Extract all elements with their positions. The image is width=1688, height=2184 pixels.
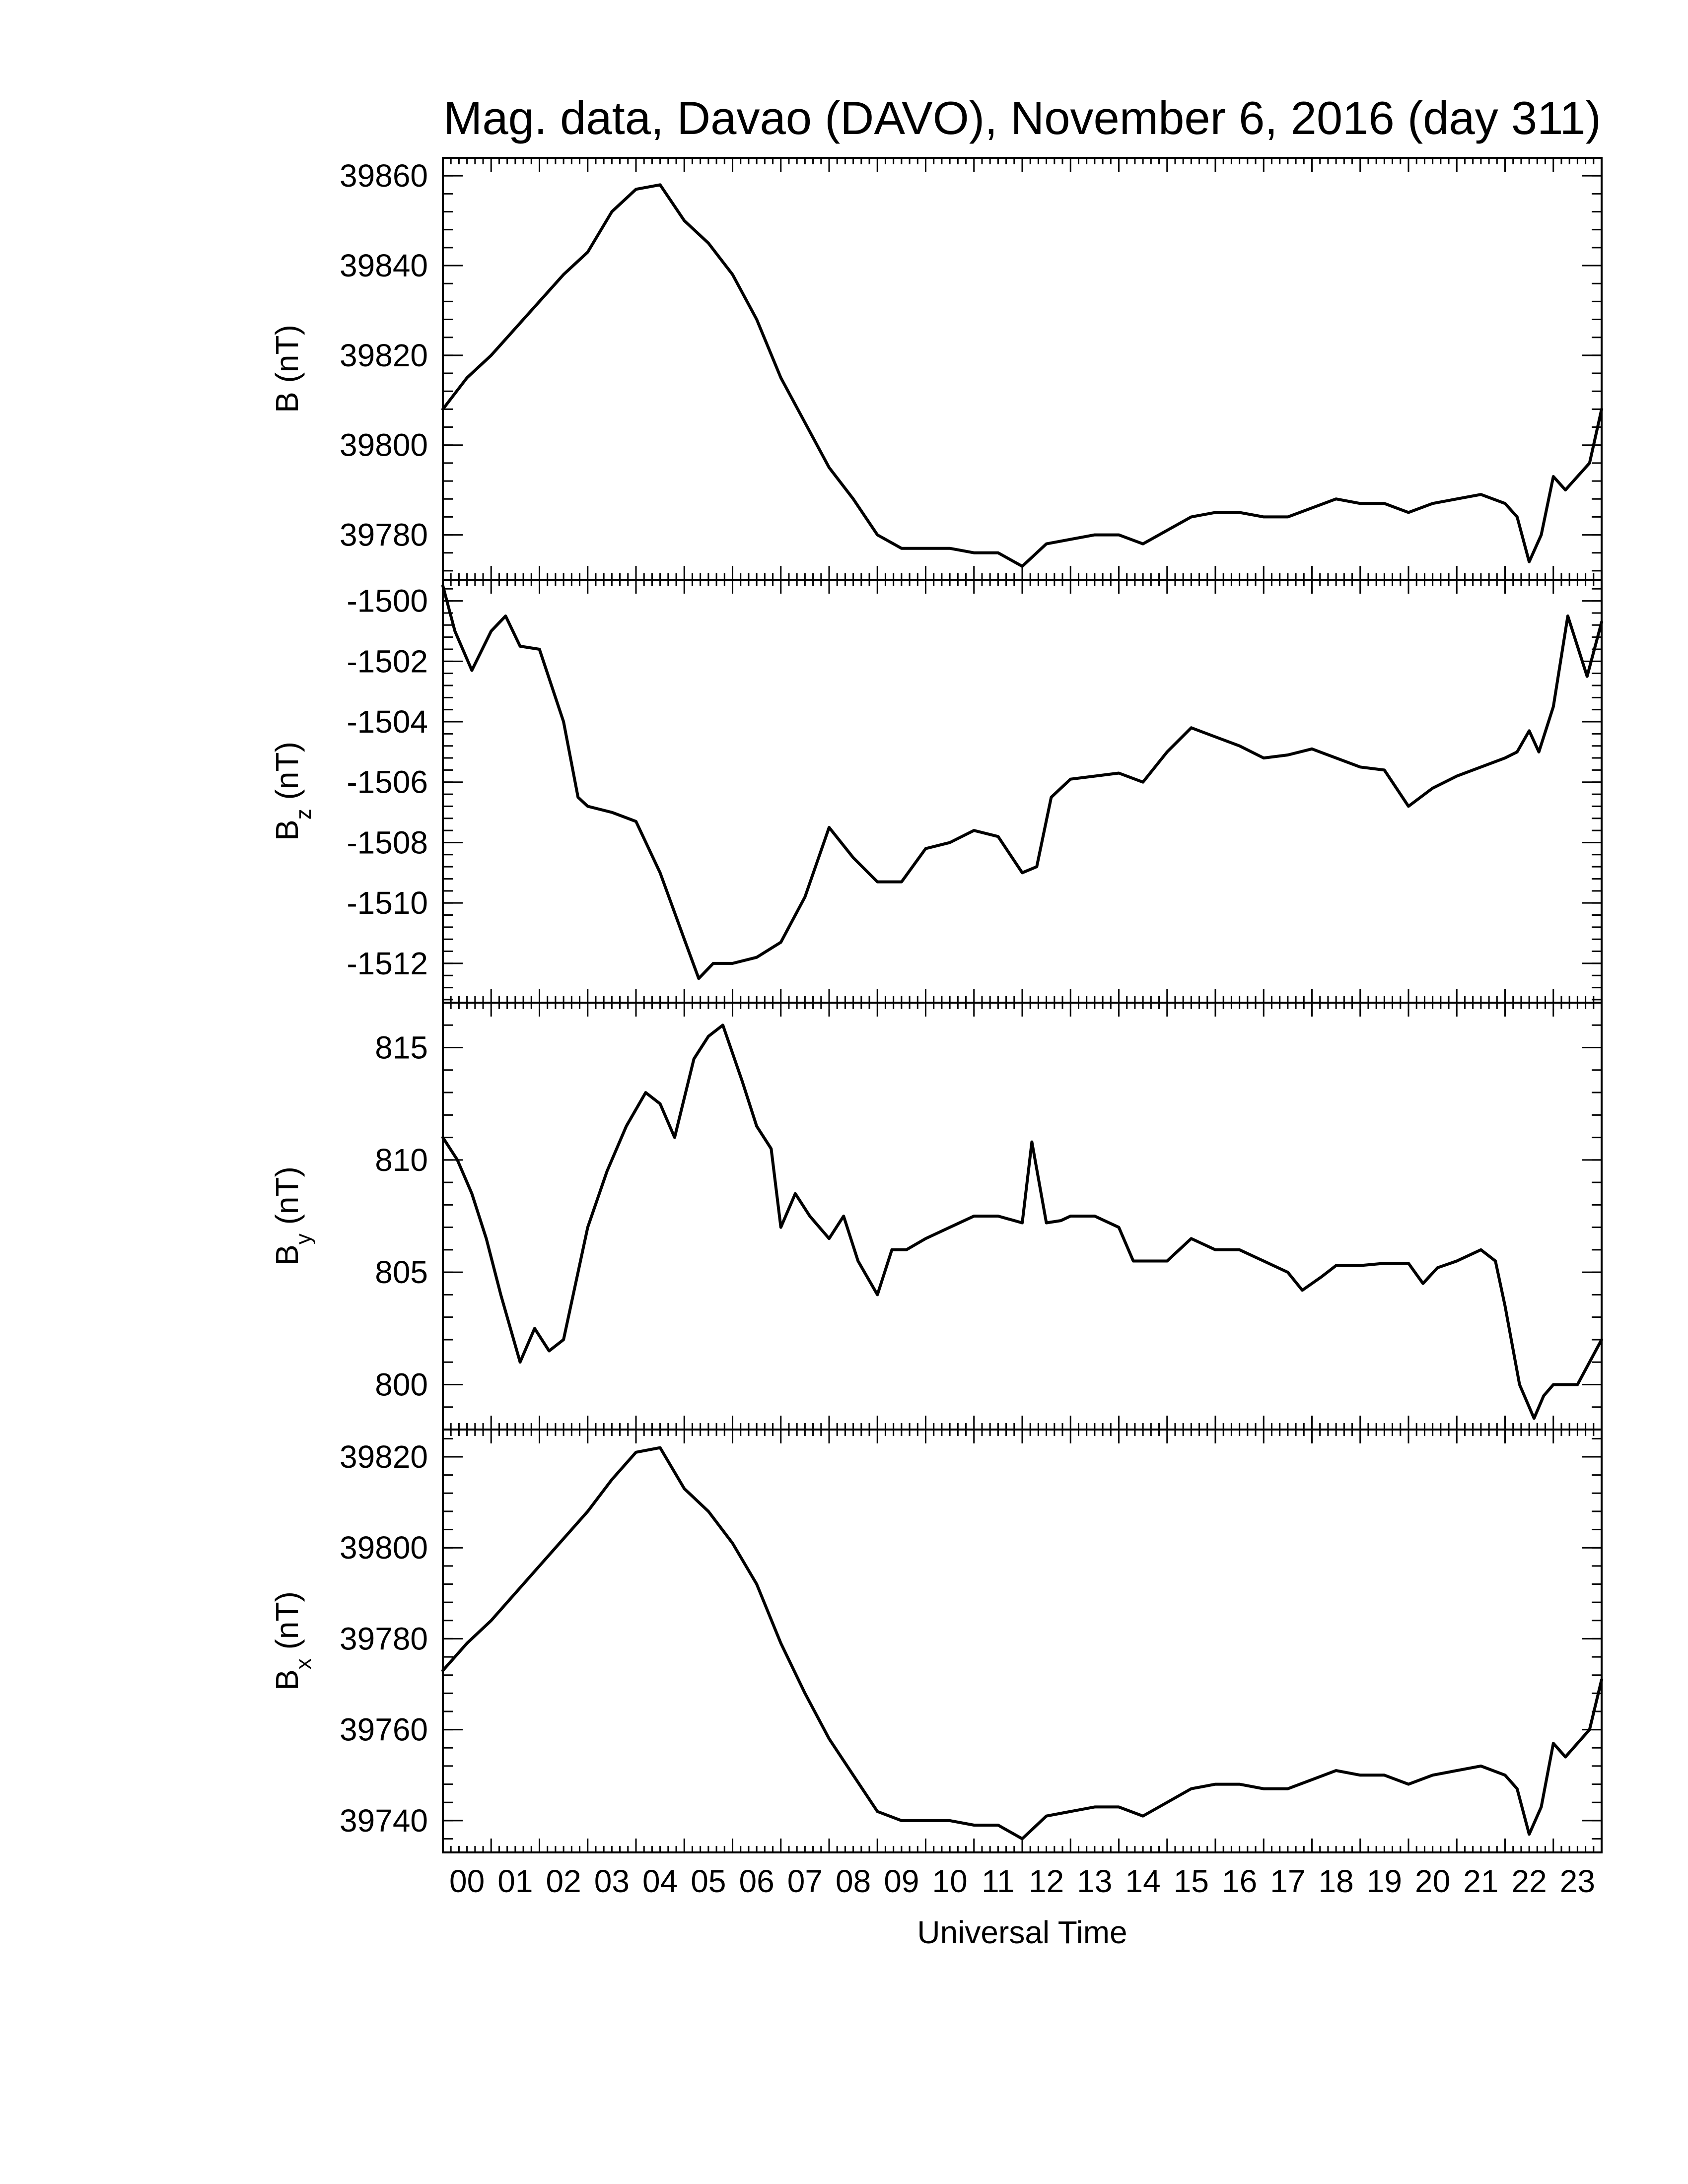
y-tick-label: 810 [375, 1142, 428, 1178]
x-tick-label: 04 [642, 1863, 678, 1899]
y-axis-label-symbol: B [269, 819, 305, 841]
x-axis-label: Universal Time [917, 1914, 1127, 1950]
y-tick-label: -1512 [347, 946, 428, 981]
y-axis-label-unit: (nT) [269, 325, 305, 392]
data-series-line [441, 1446, 1603, 1841]
x-tick-label: 10 [932, 1863, 968, 1899]
x-axis: 00 01 02 03 04 05 06 07 08 09 10 11 12 13 14 15 16 17 18 19… [449, 1863, 1595, 1899]
chart-title: Mag. data, Davao (DAVO), November 6, 201… [443, 92, 1601, 144]
y-axis-label: Bz (nT) [269, 742, 316, 841]
y-tick-label: -1508 [347, 824, 428, 860]
y-tick-label: -1506 [347, 764, 428, 800]
x-tick-label: 22 [1512, 1863, 1547, 1899]
x-tick-label: 20 [1415, 1863, 1450, 1899]
y-tick-label: 39820 [340, 338, 428, 373]
y-tick-label: 800 [375, 1366, 428, 1402]
y-axis-label-subscript: x [291, 1658, 316, 1669]
x-tick-label: 19 [1367, 1863, 1402, 1899]
data-series-line [441, 183, 1603, 568]
y-tick-label: 39840 [340, 248, 428, 283]
x-tick-label: 23 [1560, 1863, 1595, 1899]
y-axis-label-symbol: B [269, 1669, 305, 1691]
y-tick-label: -1502 [347, 643, 428, 679]
y-axis-label-symbol: B [269, 392, 305, 413]
x-tick-label: 00 [449, 1863, 485, 1899]
y-tick-label: 805 [375, 1254, 428, 1290]
x-tick-label: 05 [691, 1863, 726, 1899]
x-tick-label: 13 [1077, 1863, 1112, 1899]
x-tick-label: 14 [1125, 1863, 1161, 1899]
y-axis-label-subscript: y [291, 1233, 316, 1244]
x-tick-label: 06 [739, 1863, 774, 1899]
y-tick-label: 39780 [340, 517, 428, 553]
x-tick-label: 12 [1029, 1863, 1064, 1899]
x-tick-label: 07 [787, 1863, 823, 1899]
x-tick-label: 21 [1463, 1863, 1498, 1899]
panel-3: 800 805 810 815 By (nT) [269, 1002, 1603, 1431]
y-tick-label: 39760 [340, 1712, 428, 1748]
y-tick-label: 815 [375, 1030, 428, 1066]
y-axis-label: B (nT) [269, 325, 305, 413]
y-axis-label: By (nT) [269, 1166, 316, 1266]
x-tick-label: 11 [982, 1863, 1014, 1899]
x-tick-label: 03 [594, 1863, 630, 1899]
x-tick-label: 09 [884, 1863, 919, 1899]
x-tick-label: 16 [1222, 1863, 1257, 1899]
panel-4: 39740 39760 39780 39800 39820 Bx (nT) [269, 1429, 1603, 1853]
y-tick-label: 39860 [340, 158, 428, 194]
panels: 39780 39800 39820 39840 39860 B (nT) -1500 -150… [269, 157, 1603, 1853]
y-tick-label: -1504 [347, 704, 428, 740]
x-tick-label: 18 [1319, 1863, 1354, 1899]
y-tick-label: 39800 [340, 427, 428, 463]
y-tick-label: 39740 [340, 1803, 428, 1839]
y-axis-label-unit: (nT) [269, 742, 305, 809]
data-series-line [441, 584, 1603, 980]
y-tick-label: 39800 [340, 1530, 428, 1566]
y-axis-label-subscript: z [291, 809, 316, 819]
x-tick-label: 17 [1270, 1863, 1305, 1899]
panel-1: 39780 39800 39820 39840 39860 B (nT) [269, 157, 1603, 581]
y-tick-label: 39820 [340, 1439, 428, 1475]
y-tick-label: 39780 [340, 1621, 428, 1656]
y-tick-label: -1500 [347, 583, 428, 619]
x-tick-label: 01 [497, 1863, 533, 1899]
y-tick-label: -1510 [347, 885, 428, 921]
x-tick-label: 08 [836, 1863, 871, 1899]
y-axis-label-unit: (nT) [269, 1591, 305, 1658]
data-series-line [441, 1024, 1603, 1420]
y-axis-label-unit: (nT) [269, 1166, 305, 1233]
x-tick-label: 15 [1174, 1863, 1209, 1899]
x-tick-label: 02 [546, 1863, 581, 1899]
y-axis-label: Bx (nT) [269, 1591, 316, 1691]
y-axis-label-symbol: B [269, 1244, 305, 1266]
